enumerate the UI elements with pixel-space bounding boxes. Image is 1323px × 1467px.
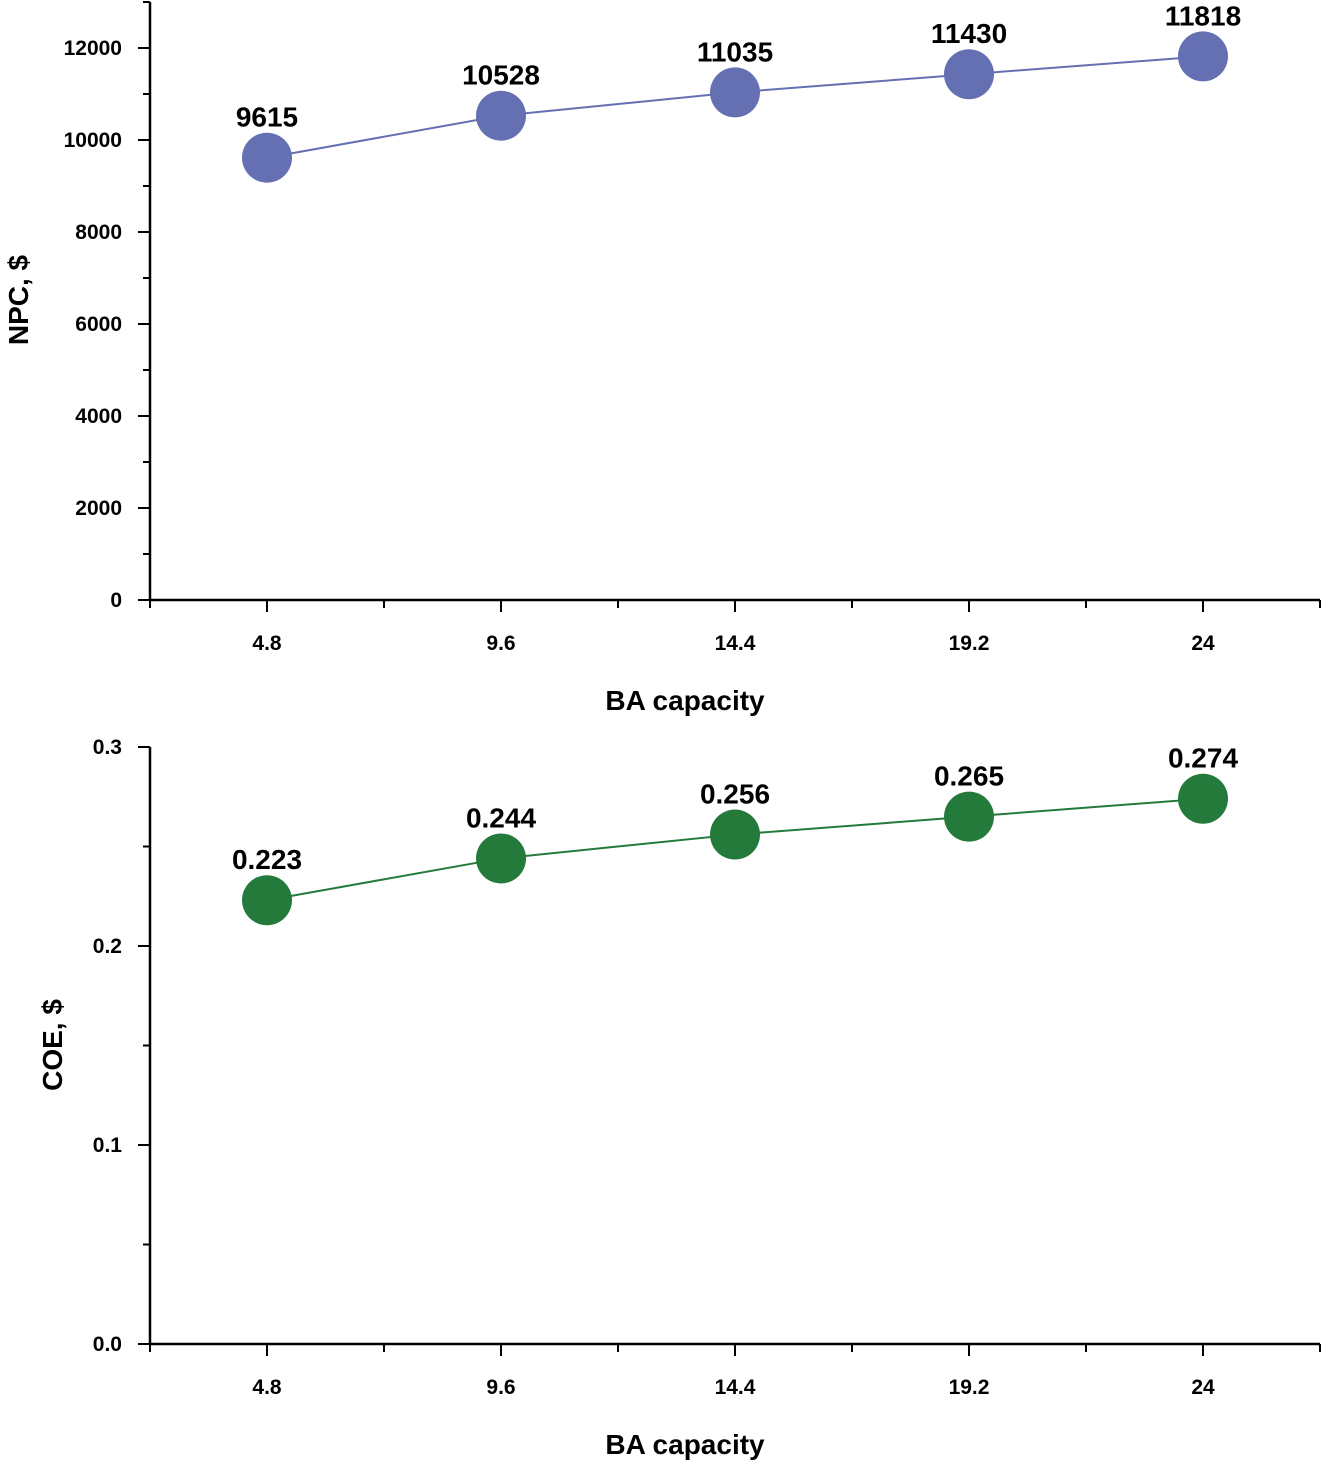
npc-y-tick-label: 10000 xyxy=(64,129,122,152)
coe-data-label: 0.265 xyxy=(934,761,1004,792)
npc-y-tick-label: 12000 xyxy=(64,37,122,60)
npc-x-tick-label: 4.8 xyxy=(252,632,282,655)
npc-data-label: 9615 xyxy=(236,102,298,133)
coe-x-tick-label: 14.4 xyxy=(715,1376,756,1399)
coe-data-point xyxy=(944,791,994,842)
npc-data-point xyxy=(944,49,994,100)
npc-x-tick-label: 9.6 xyxy=(486,632,515,655)
coe-data-point xyxy=(476,833,526,884)
npc-y-axis-title: NPC, $ xyxy=(3,254,34,345)
npc-data-point xyxy=(242,132,292,183)
coe-data-point xyxy=(710,809,760,860)
npc-data-label: 11430 xyxy=(931,18,1007,49)
coe-y-tick-label: 0.3 xyxy=(93,736,122,759)
npc-y-tick-label: 4000 xyxy=(75,405,122,428)
coe-y-axis-title: COE, $ xyxy=(37,999,68,1091)
npc-x-axis-title: BA capacity xyxy=(605,685,765,716)
coe-data-label: 0.244 xyxy=(466,802,536,833)
npc-y-tick-label: 0 xyxy=(110,589,122,612)
coe-y-tick-label: 0.2 xyxy=(93,935,122,958)
coe-x-tick-label: 4.8 xyxy=(252,1376,282,1399)
coe-data-label: 0.274 xyxy=(1168,743,1238,774)
coe-y-tick-label: 0.0 xyxy=(93,1333,122,1356)
coe-x-tick-label: 19.2 xyxy=(949,1376,990,1399)
coe-data-point xyxy=(242,875,292,926)
coe-chart: 0.0 0.1 0.2 0.3 4.8 9.6 14.4 19.2 24 BA capacity C… xyxy=(37,736,1321,1460)
coe-x-axis-title: BA capacity xyxy=(605,1429,765,1460)
npc-data-point xyxy=(710,67,760,118)
coe-x-tick-label: 24 xyxy=(1191,1376,1215,1399)
npc-data-label: 11818 xyxy=(1165,0,1241,31)
npc-data-label: 11035 xyxy=(697,36,773,67)
coe-data-label: 0.223 xyxy=(232,844,302,875)
npc-y-tick-label: 6000 xyxy=(75,313,122,336)
npc-data-point xyxy=(1178,31,1228,82)
npc-x-tick-label: 24 xyxy=(1191,632,1215,655)
npc-chart: 0 2000 4000 6000 8000 10000 12000 4.8 9.6 14.4 19.… xyxy=(3,0,1321,716)
npc-y-tick-label: 2000 xyxy=(75,497,122,520)
npc-y-tick-label: 8000 xyxy=(75,221,122,244)
npc-data-point xyxy=(476,90,526,141)
npc-x-tick-label: 19.2 xyxy=(949,632,990,655)
coe-x-tick-label: 9.6 xyxy=(486,1376,515,1399)
npc-data-label: 10528 xyxy=(462,60,540,91)
coe-data-point xyxy=(1178,773,1228,824)
coe-data-label: 0.256 xyxy=(700,779,770,810)
npc-x-tick-label: 14.4 xyxy=(715,632,756,655)
coe-y-tick-label: 0.1 xyxy=(93,1134,123,1157)
